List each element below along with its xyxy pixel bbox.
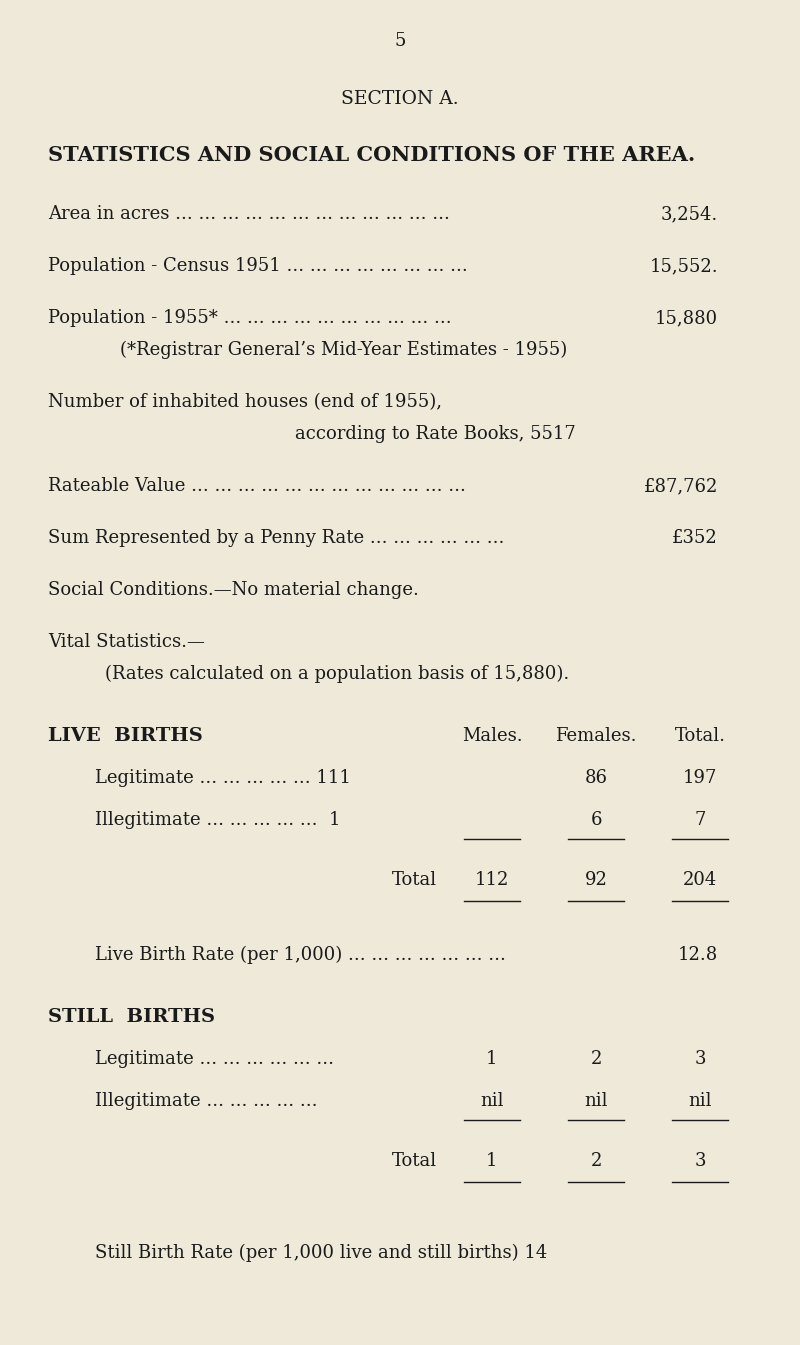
Text: (*Registrar General’s Mid-Year Estimates - 1955): (*Registrar General’s Mid-Year Estimates… [120,342,567,359]
Text: 2: 2 [590,1153,602,1170]
Text: Females.: Females. [555,728,637,745]
Text: 2: 2 [590,1050,602,1068]
Text: 12.8: 12.8 [678,946,718,964]
Text: 112: 112 [475,872,509,889]
Text: Rateable Value ... ... ... ... ... ... ... ... ... ... ... ...: Rateable Value ... ... ... ... ... ... .… [48,477,466,495]
Text: (Rates calculated on a population basis of 15,880).: (Rates calculated on a population basis … [105,664,570,683]
Text: Number of inhabited houses (end of 1955),: Number of inhabited houses (end of 1955)… [48,393,442,412]
Text: STATISTICS AND SOCIAL CONDITIONS OF THE AREA.: STATISTICS AND SOCIAL CONDITIONS OF THE … [48,145,695,165]
Text: SECTION A.: SECTION A. [341,90,459,108]
Text: 197: 197 [683,769,717,787]
Text: Legitimate ... ... ... ... ... ...: Legitimate ... ... ... ... ... ... [95,1050,334,1068]
Text: 15,880: 15,880 [655,309,718,327]
Text: Population - 1955* ... ... ... ... ... ... ... ... ... ...: Population - 1955* ... ... ... ... ... .… [48,309,452,327]
Text: Vital Statistics.—: Vital Statistics.— [48,633,205,651]
Text: 3,254.: 3,254. [661,204,718,223]
Text: Sum Represented by a Penny Rate ... ... ... ... ... ...: Sum Represented by a Penny Rate ... ... … [48,529,504,547]
Text: Total: Total [392,872,437,889]
Text: Still Birth Rate (per 1,000 live and still births) 14: Still Birth Rate (per 1,000 live and sti… [95,1244,547,1262]
Text: 92: 92 [585,872,607,889]
Text: nil: nil [584,1092,608,1110]
Text: Illegitimate ... ... ... ... ...: Illegitimate ... ... ... ... ... [95,1092,318,1110]
Text: Illegitimate ... ... ... ... ...  1: Illegitimate ... ... ... ... ... 1 [95,811,341,829]
Text: 3: 3 [694,1153,706,1170]
Text: Social Conditions.—No material change.: Social Conditions.—No material change. [48,581,419,599]
Text: 86: 86 [585,769,607,787]
Text: LIVE  BIRTHS: LIVE BIRTHS [48,728,202,745]
Text: Total: Total [392,1153,437,1170]
Text: £87,762: £87,762 [644,477,718,495]
Text: £352: £352 [672,529,718,547]
Text: 1: 1 [486,1153,498,1170]
Text: 7: 7 [694,811,706,829]
Text: nil: nil [688,1092,712,1110]
Text: 6: 6 [590,811,602,829]
Text: Males.: Males. [462,728,522,745]
Text: according to Rate Books, 5517: according to Rate Books, 5517 [295,425,576,443]
Text: Total.: Total. [674,728,726,745]
Text: nil: nil [480,1092,504,1110]
Text: 3: 3 [694,1050,706,1068]
Text: Area in acres ... ... ... ... ... ... ... ... ... ... ... ...: Area in acres ... ... ... ... ... ... ..… [48,204,450,223]
Text: 204: 204 [683,872,717,889]
Text: Legitimate ... ... ... ... ... 111: Legitimate ... ... ... ... ... 111 [95,769,351,787]
Text: 5: 5 [394,32,406,50]
Text: Population - Census 1951 ... ... ... ... ... ... ... ...: Population - Census 1951 ... ... ... ...… [48,257,468,274]
Text: 1: 1 [486,1050,498,1068]
Text: 15,552.: 15,552. [650,257,718,274]
Text: Live Birth Rate (per 1,000) ... ... ... ... ... ... ...: Live Birth Rate (per 1,000) ... ... ... … [95,946,506,964]
Text: STILL  BIRTHS: STILL BIRTHS [48,1007,215,1026]
